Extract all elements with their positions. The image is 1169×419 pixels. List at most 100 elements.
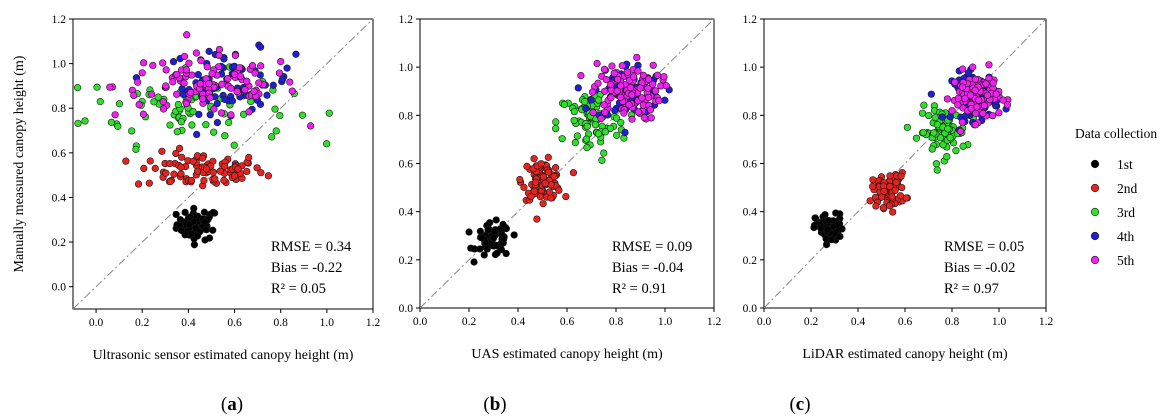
x-tick-label: 1.0: [992, 316, 1007, 328]
data-point: [221, 95, 229, 104]
x-tick-label: 0.4: [181, 317, 196, 329]
data-point: [646, 106, 654, 114]
series-3rd: [903, 101, 978, 174]
data-point: [552, 124, 560, 133]
data-point: [286, 78, 294, 86]
data-point: [958, 118, 967, 126]
data-point: [178, 153, 186, 161]
data-point: [298, 111, 307, 119]
x-tick-label: 1.0: [658, 316, 673, 328]
data-point: [172, 210, 180, 219]
data-point: [93, 83, 101, 91]
data-point: [627, 84, 635, 92]
data-point: [982, 80, 990, 88]
data-point: [530, 155, 538, 163]
data-point: [192, 49, 200, 57]
data-point: [186, 213, 194, 221]
data-point: [476, 227, 484, 235]
data-point: [221, 162, 229, 170]
data-point: [593, 59, 601, 68]
y-tick-label: 0.0: [52, 282, 67, 294]
data-point: [215, 45, 224, 54]
data-point: [180, 79, 188, 87]
data-point: [283, 64, 291, 72]
data-point: [617, 119, 625, 127]
data-point: [918, 109, 927, 117]
data-point: [541, 179, 549, 187]
legend-label: 4th: [1117, 229, 1135, 244]
data-point: [203, 63, 211, 71]
data-point: [189, 107, 197, 116]
data-point: [948, 107, 956, 115]
data-point: [159, 59, 167, 67]
data-point: [644, 93, 653, 102]
legend: Data collection 1st 2nd 3rd 4th 5th: [1075, 126, 1157, 268]
data-point: [114, 122, 122, 130]
data-point: [912, 134, 921, 142]
data-point: [939, 141, 947, 149]
data-point: [215, 51, 223, 60]
data-point: [230, 172, 239, 180]
data-point: [877, 193, 886, 201]
y-tick-label: 0.4: [743, 207, 758, 219]
data-point: [932, 160, 941, 168]
legend-marker: [1090, 231, 1100, 241]
data-point: [938, 113, 946, 121]
data-point: [999, 96, 1007, 104]
data-point: [628, 91, 636, 99]
data-point: [544, 153, 552, 161]
data-point: [195, 110, 203, 119]
y-tick-label: 0.0: [743, 303, 758, 315]
data-point: [552, 118, 560, 126]
data-point: [245, 108, 253, 116]
series-2nd: [866, 169, 911, 216]
data-point: [201, 218, 209, 226]
data-point: [182, 66, 191, 74]
data-point: [187, 229, 196, 238]
legend-marker: [1090, 159, 1100, 169]
data-point: [634, 67, 642, 75]
data-point: [196, 80, 204, 88]
stat-line: RMSE = 0.34: [271, 239, 352, 255]
data-point: [202, 225, 210, 234]
data-point: [869, 182, 877, 191]
data-point: [134, 180, 143, 188]
data-point: [115, 100, 124, 108]
series-2nd: [516, 153, 578, 223]
data-point: [589, 108, 597, 117]
data-point: [140, 164, 148, 173]
data-point: [956, 127, 965, 135]
data-point: [866, 197, 874, 205]
data-point: [958, 83, 966, 91]
data-point: [187, 176, 196, 185]
data-point: [166, 159, 174, 168]
x-tick-label: 0.6: [560, 316, 575, 328]
x-tick-label: 1.2: [1039, 316, 1054, 328]
data-point: [190, 204, 198, 213]
data-point: [570, 107, 578, 116]
data-point: [607, 81, 615, 89]
data-point: [544, 168, 553, 176]
data-point: [206, 94, 214, 102]
panel-c: 0.0 0.2 0.4 0.6 0.8 1.0 1.2 0.0 0.2 0.4 0.6 0.8 1.0 1…: [743, 14, 1054, 362]
x-axis-label: UAS estimated canopy height (m): [471, 347, 663, 362]
data-point: [139, 110, 148, 118]
stat-line: Bias = -0.04: [612, 260, 684, 276]
series-2nd: [122, 144, 273, 190]
data-point: [971, 86, 979, 94]
data-point: [470, 258, 478, 266]
data-point: [973, 103, 981, 111]
data-point: [169, 78, 177, 86]
data-point: [614, 75, 622, 83]
x-tick-label: 1.0: [320, 317, 335, 329]
data-point: [271, 105, 279, 113]
data-point: [943, 95, 952, 103]
data-point: [952, 147, 960, 155]
data-point: [569, 169, 578, 177]
x-tick-label: 0.0: [757, 316, 772, 328]
data-point: [618, 62, 626, 70]
data-point: [594, 130, 603, 138]
data-point: [162, 66, 170, 74]
data-point: [989, 79, 997, 87]
data-point: [202, 165, 211, 173]
